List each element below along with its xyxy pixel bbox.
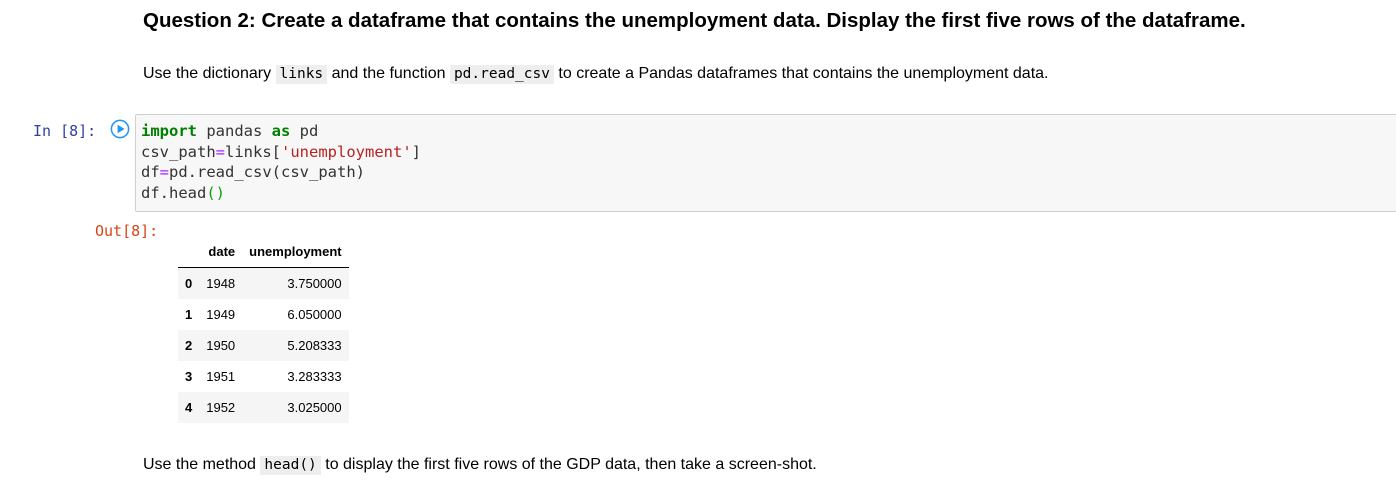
row-index: 2 — [185, 338, 193, 353]
column-header-unemployment: unemployment — [242, 236, 349, 268]
string-unemployment: 'unemployment' — [281, 142, 412, 161]
inline-code-read-csv: pd.read_csv — [449, 65, 554, 84]
code-line-4: df.head() — [141, 183, 225, 202]
question-heading: Question 2: Create a dataframe that cont… — [143, 9, 1246, 32]
instruction-paragraph: Use the dictionary links and the functio… — [143, 65, 1049, 84]
input-prompt: In [8]: — [33, 122, 97, 140]
table-header-row: date unemployment — [178, 236, 349, 268]
instruction-text-2: and the function — [327, 65, 450, 82]
unemployment-cell: 3.025000 — [287, 400, 342, 415]
next-instruction-text-1: Use the method — [143, 456, 261, 473]
unemployment-cell: 5.208333 — [287, 338, 342, 353]
date-cell: 1948 — [206, 276, 236, 291]
inline-code-head: head() — [260, 456, 321, 475]
row-index: 4 — [185, 400, 193, 415]
inline-code-links: links — [275, 65, 328, 84]
date-cell: 1952 — [206, 400, 236, 415]
row-index: 1 — [185, 307, 193, 322]
date-cell: 1950 — [206, 338, 236, 353]
unemployment-cell: 3.750000 — [287, 276, 342, 291]
code-editor[interactable]: import pandas as pd csv_path=links['unem… — [135, 114, 1396, 212]
code-line-1: import pandas as pd — [141, 122, 319, 140]
table-row: 2 1950 5.208333 — [178, 330, 349, 361]
next-instruction-paragraph: Use the method head() to display the fir… — [143, 456, 817, 475]
unemployment-cell: 6.050000 — [287, 307, 342, 322]
keyword-import: import — [141, 122, 197, 140]
table-row: 1 1949 6.050000 — [178, 299, 349, 330]
keyword-as: as — [271, 122, 291, 140]
index-header — [178, 236, 200, 268]
code-line-2: csv_path=links['unemployment'] — [141, 142, 421, 161]
dataframe-table: date unemployment 0 1948 3.750000 1 1949… — [178, 236, 349, 423]
code-line-3: df=pd.read_csv(csv_path) — [141, 163, 365, 181]
table-row: 4 1952 3.025000 — [178, 392, 349, 423]
column-header-date: date — [199, 236, 243, 268]
next-instruction-text-2: to display the first five rows of the GD… — [320, 456, 817, 473]
row-index: 0 — [185, 276, 193, 291]
output-prompt: Out[8]: — [95, 222, 159, 240]
instruction-text-3: to create a Pandas dataframes that conta… — [553, 65, 1049, 82]
date-cell: 1949 — [206, 307, 236, 322]
play-circle-icon[interactable] — [110, 119, 130, 139]
instruction-text-1: Use the dictionary — [143, 65, 276, 82]
table-row: 0 1948 3.750000 — [178, 267, 349, 299]
unemployment-cell: 3.283333 — [287, 369, 342, 384]
table-row: 3 1951 3.283333 — [178, 361, 349, 392]
date-cell: 1951 — [206, 369, 236, 384]
row-index: 3 — [185, 369, 193, 384]
